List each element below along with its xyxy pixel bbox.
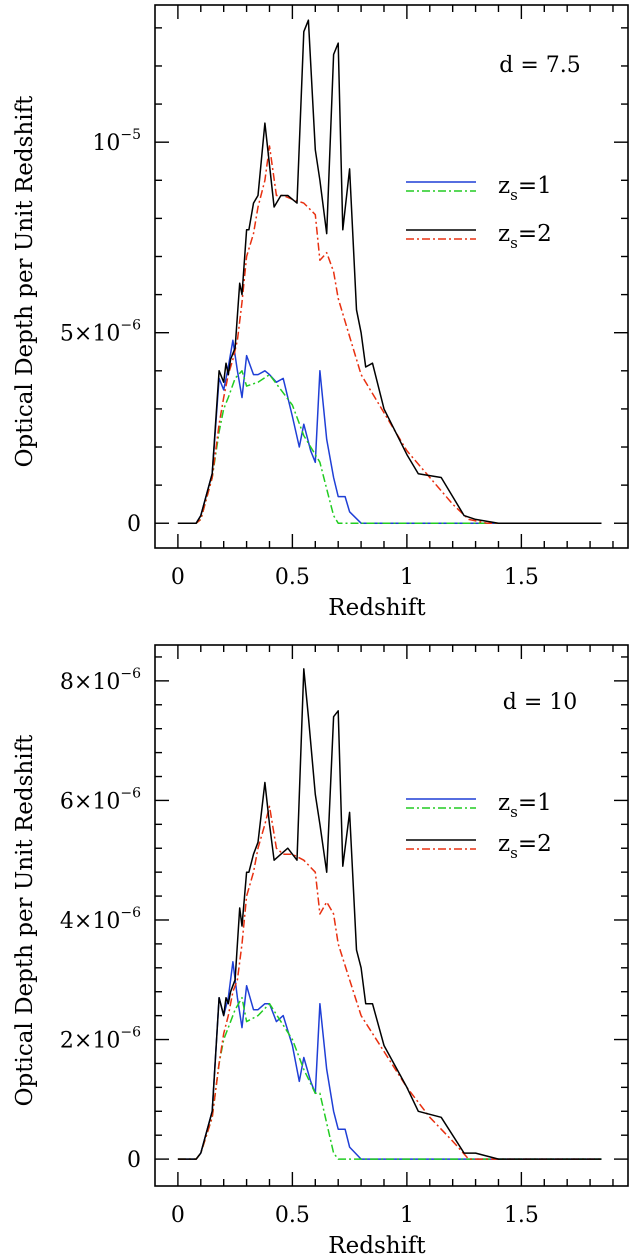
y-tick-label: 2×10−6 <box>60 1025 141 1054</box>
y-tick-label: 6×10−6 <box>60 785 141 814</box>
chart-panel-1: 0 0.5 1 1.5 0 5×10−6 10−5 Redshift Optical Depth… <box>12 4 629 621</box>
legend-label-rest: =1 <box>518 790 552 816</box>
legend-label-main: z <box>498 173 510 199</box>
legend-label: zs=1 <box>498 173 552 204</box>
y-axis-label: Optical Depth per Unit Redshift <box>12 734 38 1106</box>
series-line <box>177 339 602 524</box>
y-tick-label-exponent: −6 <box>120 785 141 801</box>
y-tick-label-base: 4×10 <box>60 909 120 934</box>
y-tick-label-exponent: −6 <box>120 666 141 682</box>
y-tick-label-exponent: −6 <box>120 905 141 921</box>
legend-label-subscript: s <box>510 803 518 821</box>
y-tick-label: 8×10−6 <box>60 666 141 695</box>
x-axis-label: Redshift <box>328 1233 426 1256</box>
x-tick-label: 0 <box>171 1203 185 1228</box>
legend-label: zs=2 <box>498 831 552 862</box>
legend-label-subscript: s <box>510 234 518 252</box>
y-tick-label: 5×10−6 <box>60 318 141 347</box>
x-tick-label: 1 <box>400 1203 414 1228</box>
y-tick-label: 10−5 <box>92 127 141 156</box>
series-line <box>177 19 602 524</box>
y-tick-label-base: 5×10 <box>60 322 120 347</box>
x-tick-label: 0 <box>171 565 185 590</box>
y-tick-label-exponent: −6 <box>120 1025 141 1041</box>
x-axis-label: Redshift <box>328 595 426 621</box>
plot-frame <box>154 644 629 1187</box>
legend-label-rest: =1 <box>518 173 552 199</box>
series-line <box>177 145 602 524</box>
legend-label-main: z <box>498 831 510 857</box>
series-line <box>177 805 602 1160</box>
legend-label-subscript: s <box>510 844 518 862</box>
x-tick-label: 1.5 <box>504 565 539 590</box>
legend-label-main: z <box>498 221 510 247</box>
chart-panel-2: 0 0.5 1 1.502×10−64×10−66×10−68×10−6Redshif… <box>12 644 629 1256</box>
x-tick-label: 0.5 <box>275 565 310 590</box>
y-tick-label-base: 10 <box>92 131 120 156</box>
plot-frame <box>154 4 629 549</box>
y-tick-label-base: 6×10 <box>60 789 120 814</box>
parameter-annotation: d = 10 <box>503 690 578 715</box>
legend-label: zs=2 <box>498 221 552 252</box>
legend-label-subscript: s <box>510 186 518 204</box>
y-tick-label-exponent: −5 <box>120 127 141 143</box>
series-line <box>177 668 602 1160</box>
parameter-annotation: d = 7.5 <box>499 53 581 78</box>
legend-label-main: z <box>498 790 510 816</box>
y-tick-label-base: 2×10 <box>60 1029 120 1054</box>
series-line <box>177 996 602 1160</box>
y-tick-label-base: 0 <box>127 512 141 537</box>
x-tick-label: 1 <box>400 565 414 590</box>
x-tick-label: 1.5 <box>504 1203 539 1228</box>
y-tick-label: 0 <box>127 512 141 537</box>
series-line <box>177 961 602 1160</box>
x-tick-label: 0.5 <box>275 1203 310 1228</box>
y-tick-label-base: 8×10 <box>60 670 120 695</box>
y-tick-label: 4×10−6 <box>60 905 141 934</box>
y-tick-label-exponent: −6 <box>120 318 141 334</box>
y-tick-label-base: 0 <box>127 1148 141 1173</box>
legend-label: zs=1 <box>498 790 552 821</box>
y-tick-label: 0 <box>127 1148 141 1173</box>
legend-label-rest: =2 <box>518 831 552 857</box>
legend-label-rest: =2 <box>518 221 552 247</box>
y-axis-label: Optical Depth per Unit Redshift <box>12 95 38 467</box>
